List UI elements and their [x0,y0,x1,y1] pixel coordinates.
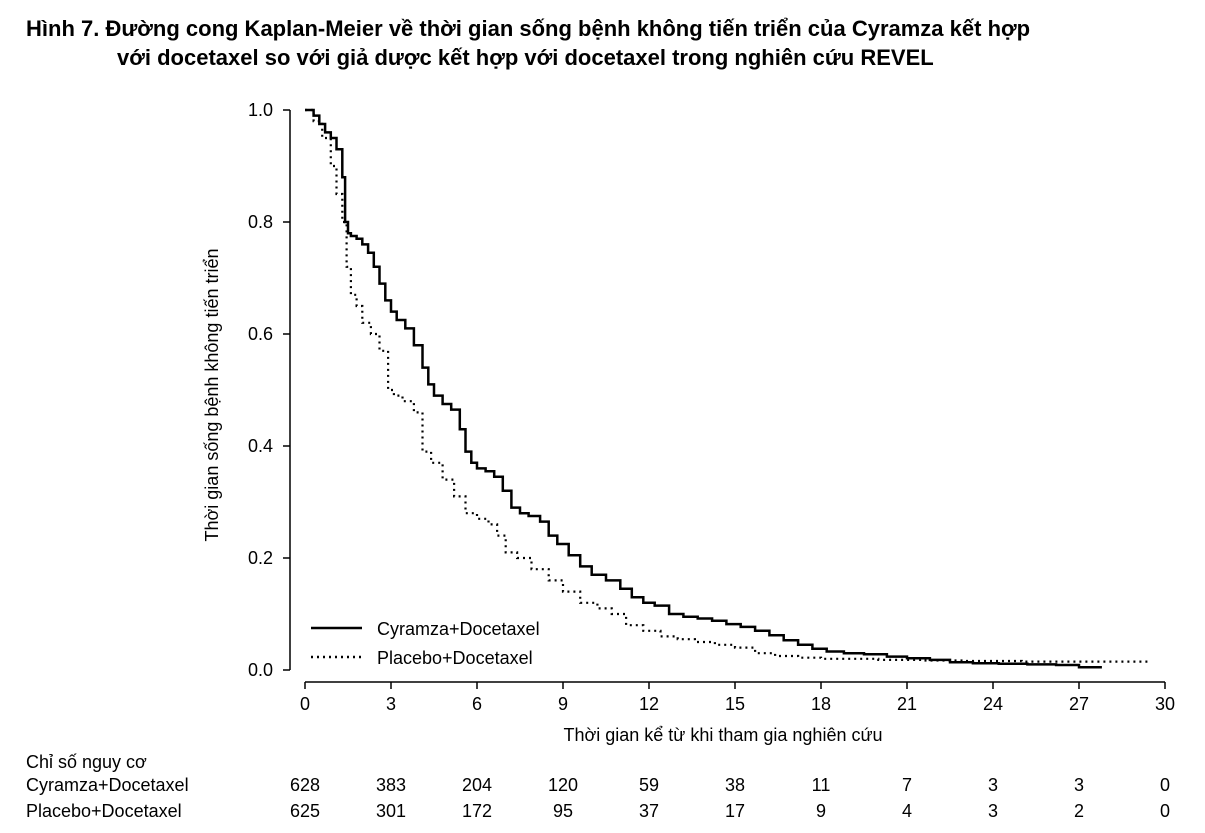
y-tick-label: 0.8 [248,212,273,232]
legend-label: Placebo+Docetaxel [377,648,533,668]
risk-value: 95 [552,801,574,821]
x-tick-label: 30 [1155,694,1175,714]
legend: Cyramza+Docetaxel Placebo+Docetaxel [311,619,540,668]
risk-value: 11 [811,775,831,795]
x-tick-label: 21 [897,694,917,714]
risk-value: 120 [547,775,579,795]
y-tick-label: 0.2 [248,548,273,568]
risk-value: 0 [1159,801,1171,821]
x-axis-title: Thời gian kể từ khi tham gia nghiên cứu [563,725,882,745]
x-tick-label: 27 [1069,694,1089,714]
x-tick-label: 0 [300,694,310,714]
y-axis-title: Thời gian sống bệnh không tiến triển [202,248,222,541]
y-tick-label: 0.0 [248,660,273,680]
risk-value: 17 [724,801,746,821]
x-tick-label: 24 [983,694,1003,714]
risk-value: 3 [987,775,999,795]
risk-value: 38 [724,775,746,795]
risk-value: 172 [461,801,493,821]
risk-value: 37 [638,801,660,821]
risk-value: 4 [901,801,913,821]
risk-value: 0 [1159,775,1171,795]
risk-table-header: Chỉ số nguy cơ [26,752,147,772]
y-tick-label: 0.4 [248,436,273,456]
risk-value: 59 [638,775,660,795]
risk-value: 3 [1073,775,1085,795]
risk-value: 625 [289,801,321,821]
x-tick-label: 9 [558,694,568,714]
legend-label: Cyramza+Docetaxel [377,619,540,639]
x-tick-label: 12 [639,694,659,714]
y-tick-label: 0.6 [248,324,273,344]
risk-value: 204 [461,775,493,795]
figure-title: Hình 7. Đường cong Kaplan-Meier về thời … [26,14,1186,72]
x-tick-label: 6 [472,694,482,714]
risk-row-label-cyramza: Cyramza+Docetaxel [26,775,189,795]
figure-title-line1: Hình 7. Đường cong Kaplan-Meier về thời … [26,16,1031,41]
x-tick-label: 3 [386,694,396,714]
risk-value: 7 [901,775,913,795]
x-tick-label: 15 [725,694,745,714]
risk-value: 628 [289,775,321,795]
risk-value: 383 [375,775,407,795]
risk-value: 2 [1073,801,1085,821]
survival-curves [305,108,1151,669]
risk-value: 301 [375,801,407,821]
risk-value: 9 [815,801,827,821]
x-tick-label: 18 [811,694,831,714]
y-tick-label: 1.0 [248,100,273,120]
risk-row-label-placebo: Placebo+Docetaxel [26,801,182,821]
series-line-cyramza [305,108,1102,669]
risk-value: 3 [987,801,999,821]
figure-title-line2: với docetaxel so với giả dược kết hợp vớ… [117,45,934,70]
axes: 0 3 6 9 12 15 18 21 24 27 30 0.0 0.2 0.4 0.6 0.8 1.0 Thời… [202,100,1175,745]
series-line-placebo [305,108,1151,663]
